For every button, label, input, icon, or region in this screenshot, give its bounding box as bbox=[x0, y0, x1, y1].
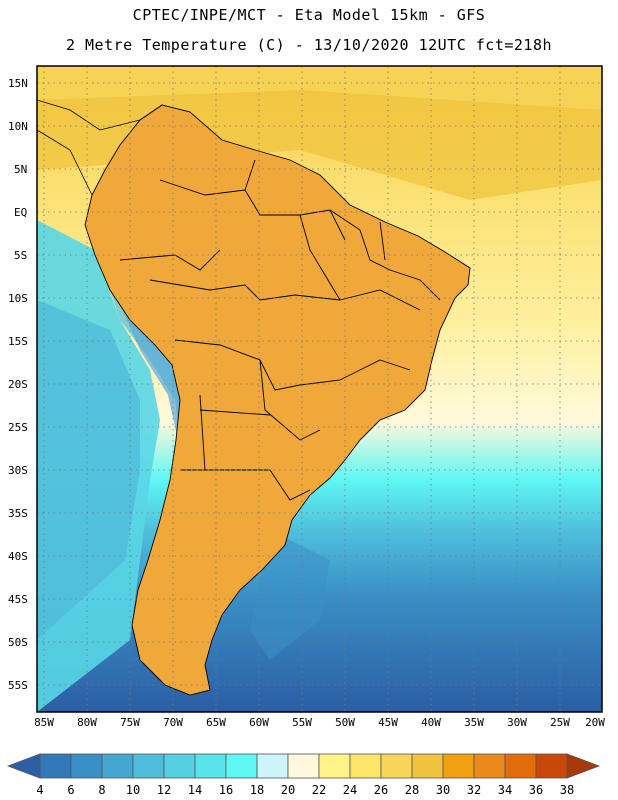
colorbar-swatch bbox=[194, 753, 227, 779]
lon-label: 45W bbox=[378, 716, 398, 729]
map-plot-area bbox=[37, 66, 602, 712]
colorbar-label: 18 bbox=[250, 783, 264, 797]
lat-label: 20S bbox=[8, 378, 28, 391]
longitude-labels: 85W 80W 75W 70W 65W 60W 55W 50W 45W 40W … bbox=[34, 716, 605, 729]
colorbar-label: 6 bbox=[67, 783, 74, 797]
colorbar-label: 12 bbox=[157, 783, 171, 797]
lon-label: 20W bbox=[585, 716, 605, 729]
lon-label: 30W bbox=[507, 716, 527, 729]
colorbar-label: 34 bbox=[498, 783, 512, 797]
lat-label: 50S bbox=[8, 636, 28, 649]
lon-label: 65W bbox=[206, 716, 226, 729]
central-america-coast bbox=[37, 99, 191, 131]
colorbar-swatch bbox=[101, 753, 134, 779]
map-title-line-1: CPTEC/INPE/MCT - Eta Model 15km - GFS bbox=[132, 6, 486, 24]
colorbar-swatch bbox=[349, 753, 382, 779]
colorbar-swatch bbox=[163, 753, 196, 779]
lon-label: 40W bbox=[421, 716, 441, 729]
colorbar-label: 10 bbox=[126, 783, 140, 797]
colorbar-swatch bbox=[380, 753, 413, 779]
lon-label: 85W bbox=[34, 716, 54, 729]
lon-label: 55W bbox=[292, 716, 312, 729]
colorbar-swatch bbox=[225, 753, 258, 779]
colorbar-swatch bbox=[442, 753, 475, 779]
lat-label: 15S bbox=[8, 335, 28, 348]
lat-label: 45S bbox=[8, 593, 28, 606]
lat-label: 10S bbox=[8, 292, 28, 305]
colorbar-swatch bbox=[318, 753, 351, 779]
lat-label: 10N bbox=[8, 120, 28, 133]
lat-label: 25S bbox=[8, 421, 28, 434]
colorbar-arrow-low bbox=[6, 753, 41, 779]
temperature-colorbar: 4 6 8 10 12 14 16 18 20 22 24 26 28 30 32 34 36 38 bbox=[6, 753, 601, 797]
colorbar-swatch bbox=[256, 753, 289, 779]
colorbar-swatch bbox=[287, 753, 320, 779]
lat-label: 15N bbox=[8, 77, 28, 90]
colorbar-label: 26 bbox=[374, 783, 388, 797]
colorbar-label: 8 bbox=[98, 783, 105, 797]
colorbar-label: 24 bbox=[343, 783, 357, 797]
colorbar-arrow-high bbox=[566, 753, 601, 779]
colorbar-swatch bbox=[132, 753, 165, 779]
lat-label: EQ bbox=[14, 206, 27, 219]
colorbar-label: 14 bbox=[188, 783, 202, 797]
colorbar-swatch bbox=[504, 753, 537, 779]
lat-label: 5S bbox=[14, 249, 27, 262]
lon-label: 75W bbox=[120, 716, 140, 729]
lon-label: 35W bbox=[464, 716, 484, 729]
lat-label: 30S bbox=[8, 464, 28, 477]
colorbar-swatch bbox=[473, 753, 506, 779]
colorbar-swatch bbox=[39, 753, 72, 779]
colorbar-swatch bbox=[411, 753, 444, 779]
lat-label: 35S bbox=[8, 507, 28, 520]
colorbar-label: 28 bbox=[405, 783, 419, 797]
colorbar-swatch bbox=[70, 753, 103, 779]
colorbar-label: 20 bbox=[281, 783, 295, 797]
country-borders bbox=[84, 104, 471, 696]
colorbar-label: 4 bbox=[36, 783, 43, 797]
colorbar-label: 30 bbox=[436, 783, 450, 797]
colorbar-label: 32 bbox=[467, 783, 481, 797]
colorbar-label: 16 bbox=[219, 783, 233, 797]
map-title-line-2: 2 Metre Temperature (C) - 13/10/2020 12U… bbox=[65, 36, 553, 54]
map-frame bbox=[36, 65, 603, 713]
lat-label: 40S bbox=[8, 550, 28, 563]
lat-lon-grid bbox=[37, 66, 602, 712]
lon-label: 50W bbox=[335, 716, 355, 729]
lat-label: 55S bbox=[8, 679, 28, 692]
colorbar-swatch bbox=[535, 753, 568, 779]
lon-label: 60W bbox=[249, 716, 269, 729]
colorbar-label: 36 bbox=[529, 783, 543, 797]
lon-label: 70W bbox=[163, 716, 183, 729]
latitude-labels: 15N 10N 5N EQ 5S 10S 15S 20S 25S 30S 35S… bbox=[8, 77, 28, 692]
colorbar-label: 22 bbox=[312, 783, 326, 797]
colorbar-label: 38 bbox=[560, 783, 574, 797]
lat-label: 5N bbox=[14, 163, 27, 176]
lon-label: 25W bbox=[550, 716, 570, 729]
lon-label: 80W bbox=[77, 716, 97, 729]
